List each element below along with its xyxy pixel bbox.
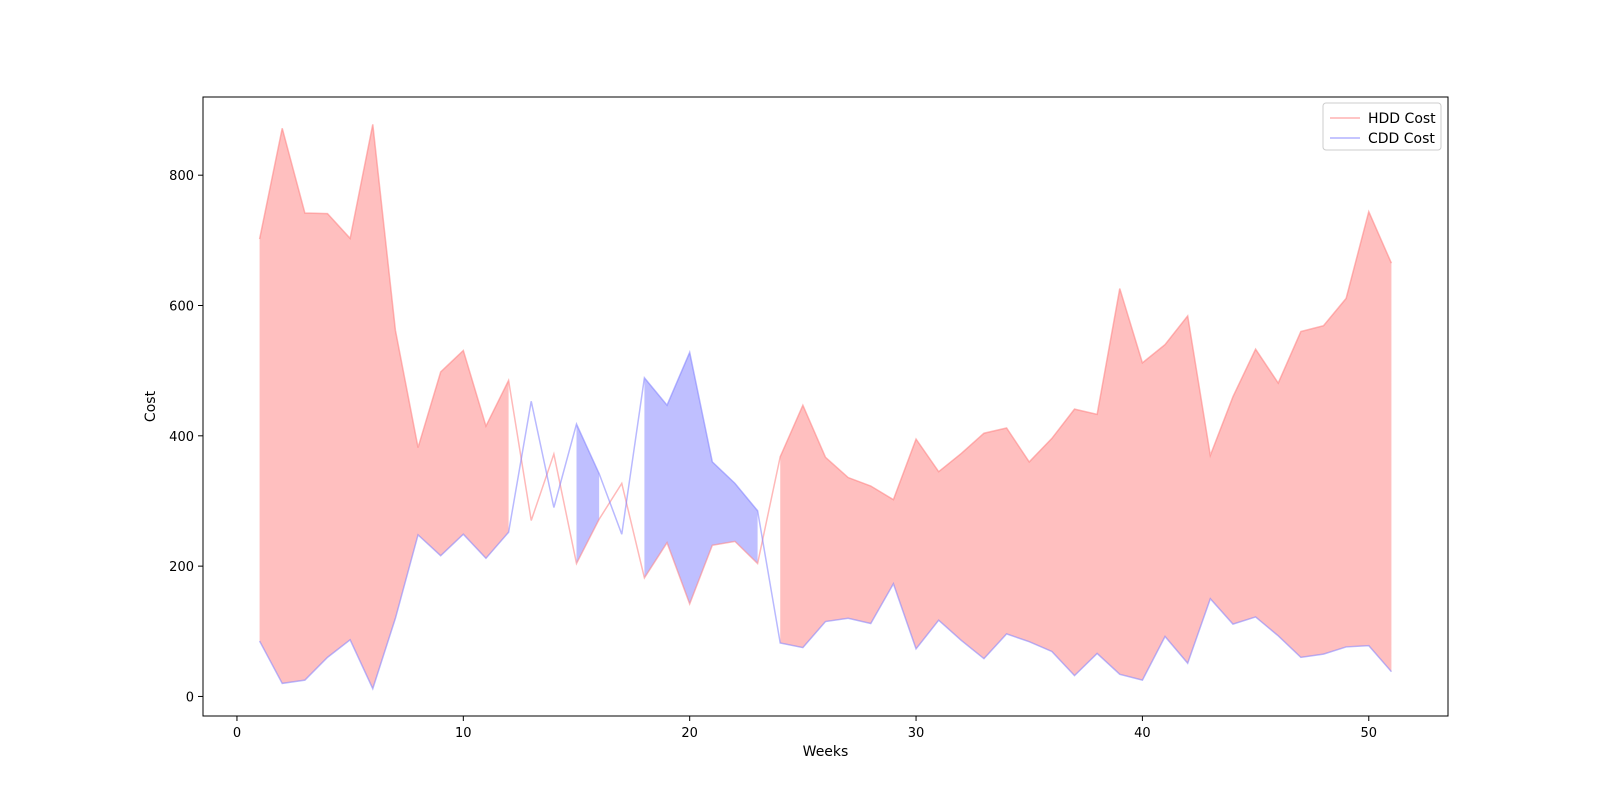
legend-label-hdd: HDD Cost <box>1368 111 1436 127</box>
x-tick-label: 20 <box>681 726 698 741</box>
legend-label-cdd: CDD Cost <box>1368 131 1435 147</box>
hdd-fill-region-6 <box>780 211 1392 681</box>
y-axis-label: Cost <box>143 390 159 422</box>
y-tick-label: 400 <box>169 430 194 445</box>
fill-regions <box>259 124 1392 689</box>
hdd-cost-line <box>258 124 1393 607</box>
cdd-cost-line <box>258 349 1392 691</box>
plot-frame <box>202 96 1449 717</box>
x-tick-label: 30 <box>908 726 925 741</box>
legend: HDD Cost CDD Cost <box>1322 102 1442 151</box>
x-tick-label: 10 <box>455 726 472 741</box>
y-tick-label: 800 <box>169 169 194 184</box>
x-tick-label: 0 <box>233 726 241 741</box>
series-lines <box>258 124 1393 691</box>
hdd-fill-region-0 <box>259 124 509 689</box>
y-tick-label: 0 <box>186 690 194 705</box>
x-axis: 0 10 20 30 40 50 <box>233 716 1377 741</box>
x-axis-label: Weeks <box>803 744 849 760</box>
cdd-fill-region-5 <box>644 352 758 604</box>
y-tick-label: 600 <box>169 300 194 315</box>
y-tick-label: 200 <box>169 560 194 575</box>
y-axis: 0 200 400 600 800 <box>169 169 203 705</box>
x-tick-label: 40 <box>1134 726 1151 741</box>
x-tick-label: 50 <box>1360 726 1377 741</box>
